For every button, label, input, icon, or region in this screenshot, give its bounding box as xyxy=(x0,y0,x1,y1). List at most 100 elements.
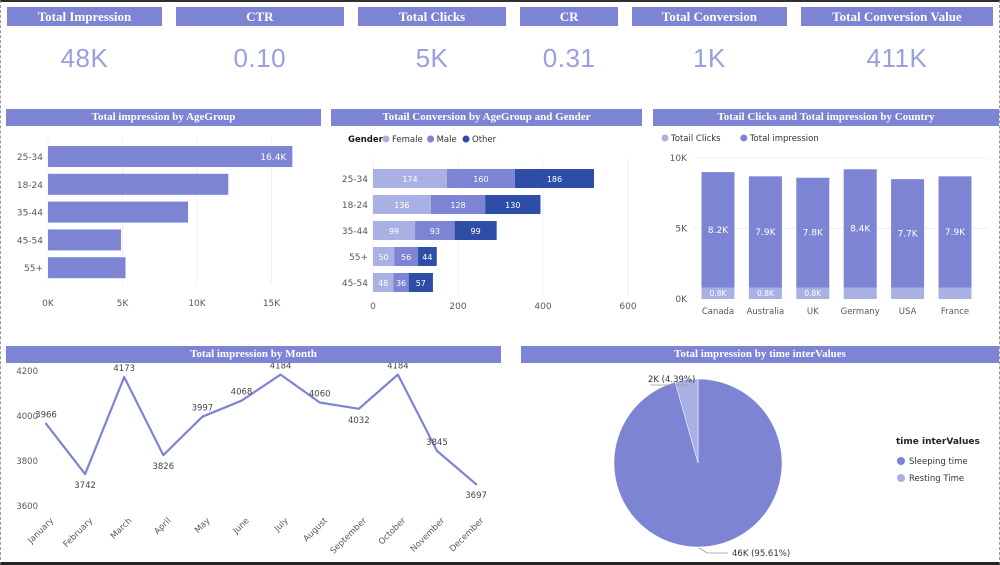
svg-text:Total impression: Total impression xyxy=(749,134,819,144)
svg-text:10K: 10K xyxy=(188,299,206,309)
svg-text:3966: 3966 xyxy=(35,411,57,421)
svg-text:8.4K: 8.4K xyxy=(850,225,871,235)
svg-text:Sleeping time: Sleeping time xyxy=(909,457,968,467)
svg-text:16.4K: 16.4K xyxy=(260,153,287,163)
svg-text:400: 400 xyxy=(534,302,551,312)
svg-text:55+: 55+ xyxy=(349,253,368,263)
kpi-card-ctr: CTR 0.10 xyxy=(175,7,344,74)
svg-text:July: July xyxy=(272,516,291,535)
svg-text:99: 99 xyxy=(389,227,399,236)
svg-text:45-54: 45-54 xyxy=(342,279,368,289)
kpi-header: CR xyxy=(520,7,618,26)
svg-text:3845: 3845 xyxy=(426,438,448,448)
svg-text:18-24: 18-24 xyxy=(342,201,368,211)
svg-text:4060: 4060 xyxy=(309,390,331,400)
svg-text:4173: 4173 xyxy=(113,364,135,374)
panel-impression-by-time-intervalues: Total impression by time interValues 2K … xyxy=(521,346,999,559)
svg-text:35-44: 35-44 xyxy=(342,227,368,237)
svg-text:August: August xyxy=(302,516,331,545)
kpi-value: 5K xyxy=(415,43,449,73)
svg-text:Gender: Gender xyxy=(348,135,384,145)
kpi-value: 48K xyxy=(60,43,109,73)
kpi-header: Total Clicks xyxy=(357,7,507,26)
conversion-stacked-bar-chart[interactable]: Gender Female Male Other 0 200 400 600 25-34 174 1… xyxy=(331,126,642,337)
svg-text:93: 93 xyxy=(430,227,440,236)
svg-text:18-24: 18-24 xyxy=(17,181,43,191)
panel-impression-by-month: Total impression by Month 3600 3800 4000 42… xyxy=(6,346,501,559)
svg-text:Totail Clicks: Totail Clicks xyxy=(670,134,721,144)
svg-text:46K (95.61%): 46K (95.61%) xyxy=(732,549,790,559)
svg-text:3600: 3600 xyxy=(16,502,38,512)
kpi-card-total-clicks: Total Clicks 5K xyxy=(357,7,507,74)
svg-text:8.2K: 8.2K xyxy=(708,226,729,236)
svg-text:France: France xyxy=(941,307,969,317)
svg-text:October: October xyxy=(377,516,408,547)
svg-text:5K: 5K xyxy=(675,225,688,235)
svg-text:Female: Female xyxy=(392,135,423,145)
svg-text:130: 130 xyxy=(505,201,520,210)
kpi-header: CTR xyxy=(175,7,344,26)
svg-text:48: 48 xyxy=(378,279,388,288)
svg-text:June: June xyxy=(231,516,252,537)
svg-text:time interValues: time interValues xyxy=(896,437,980,447)
agegroup-bar-chart[interactable]: 0K 5K 10K 15K 25-34 16.4K 18-24 35-44 45-54 55+ xyxy=(6,126,321,337)
svg-text:36: 36 xyxy=(396,279,406,288)
panel-title: Total impression by Month xyxy=(6,346,501,363)
svg-text:Resting Time: Resting Time xyxy=(909,474,964,484)
svg-text:May: May xyxy=(193,516,213,536)
svg-text:44: 44 xyxy=(422,253,432,262)
svg-text:15K: 15K xyxy=(263,299,281,309)
svg-text:USA: USA xyxy=(899,307,917,317)
svg-text:200: 200 xyxy=(449,302,466,312)
kpi-header: Total Conversion xyxy=(631,7,787,26)
panel-clicks-impression-by-country: Totail Clicks and Total impression by Co… xyxy=(653,109,999,337)
svg-text:4184: 4184 xyxy=(387,363,409,372)
svg-text:7.8K: 7.8K xyxy=(803,229,824,239)
svg-text:3742: 3742 xyxy=(74,481,96,491)
svg-text:99: 99 xyxy=(471,227,481,236)
kpi-value: 0.10 xyxy=(233,43,287,73)
svg-text:25-34: 25-34 xyxy=(17,153,43,163)
svg-text:45-54: 45-54 xyxy=(17,236,43,246)
svg-text:50: 50 xyxy=(379,253,389,262)
kpi-card-total-conversion: Total Conversion 1K xyxy=(631,7,787,74)
svg-text:0.8K: 0.8K xyxy=(757,289,775,298)
panel-title: Totail Conversion by AgeGroup and Gender xyxy=(331,109,642,126)
svg-text:0K: 0K xyxy=(42,299,55,309)
kpi-card-cr: CR 0.31 xyxy=(520,7,618,74)
svg-text:UK: UK xyxy=(807,307,819,317)
svg-text:57: 57 xyxy=(416,279,426,288)
svg-text:4032: 4032 xyxy=(348,416,370,426)
svg-text:174: 174 xyxy=(402,175,417,184)
svg-text:January: January xyxy=(26,516,57,547)
svg-text:128: 128 xyxy=(450,201,465,210)
kpi-card-total-conversion-value: Total Conversion Value 411K xyxy=(800,7,993,74)
svg-text:Other: Other xyxy=(472,135,497,145)
kpi-card-total-impression: Total Impression 48K xyxy=(7,7,162,74)
svg-text:2K (4.39%): 2K (4.39%) xyxy=(648,375,695,385)
svg-text:0.8K: 0.8K xyxy=(804,289,822,298)
panel-title: Total impression by time interValues xyxy=(521,346,999,363)
svg-text:September: September xyxy=(329,516,370,557)
svg-text:136: 136 xyxy=(394,201,409,210)
svg-text:0.8K: 0.8K xyxy=(710,289,728,298)
kpi-value: 1K xyxy=(693,43,726,73)
svg-text:November: November xyxy=(409,516,448,555)
svg-text:3997: 3997 xyxy=(192,404,214,414)
svg-text:Male: Male xyxy=(437,135,457,145)
svg-text:March: March xyxy=(109,516,134,541)
svg-text:3800: 3800 xyxy=(16,457,38,467)
time-intervalues-pie-chart[interactable]: 2K (4.39%) 46K (95.61%) time interValues Sl… xyxy=(521,363,999,559)
month-line-chart[interactable]: 3600 3800 4000 4200 3966 January 3742 February 4… xyxy=(6,363,501,559)
panel-impression-by-agegroup: Total impression by AgeGroup 0K 5K 10K 15K 2… xyxy=(6,109,321,337)
svg-text:0K: 0K xyxy=(675,295,688,305)
svg-text:4068: 4068 xyxy=(231,388,253,398)
svg-text:April: April xyxy=(153,516,174,537)
kpi-row: Total Impression 48K CTR 0.10 Total Clic… xyxy=(7,7,993,74)
svg-text:0: 0 xyxy=(370,302,376,312)
svg-text:Canada: Canada xyxy=(702,307,734,317)
svg-text:4200: 4200 xyxy=(16,367,38,377)
kpi-header: Total Impression xyxy=(7,7,162,26)
country-column-chart[interactable]: Totail Clicks Total impression 0K 5K 10K 8.2K… xyxy=(653,126,999,337)
